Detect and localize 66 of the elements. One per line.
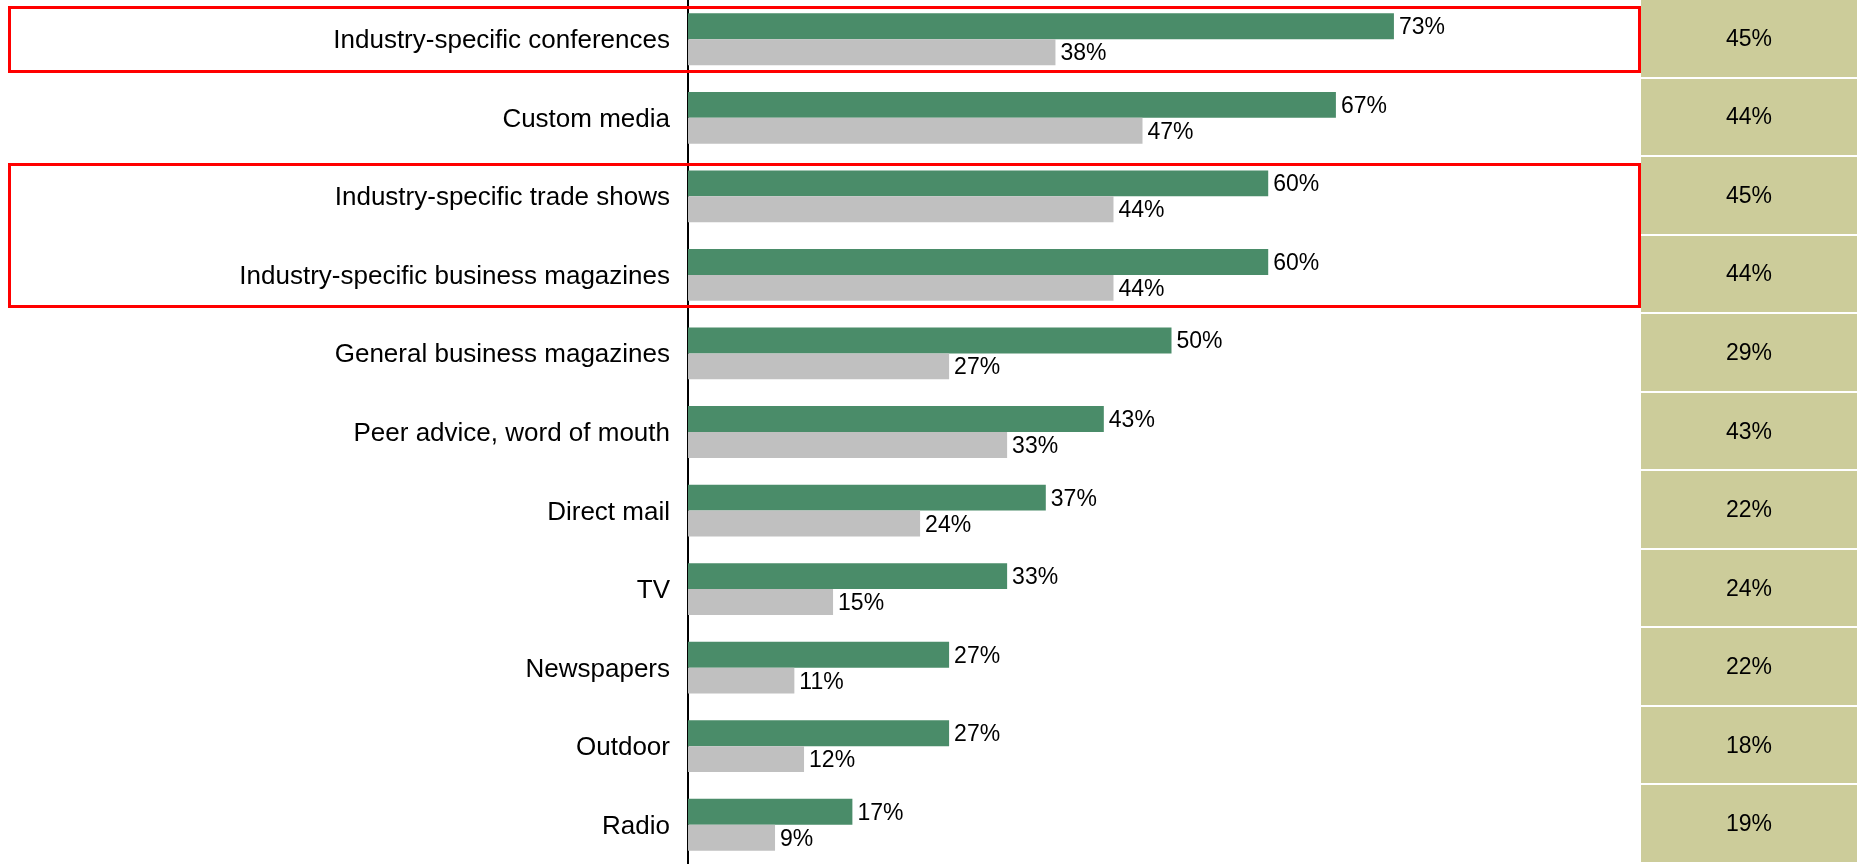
data-label: 38%	[1060, 39, 1107, 66]
y-tick-label: Peer advice, word of mouth	[353, 417, 670, 447]
y-tick-label: TV	[636, 574, 671, 605]
data-label: 50%	[1176, 327, 1223, 354]
bar	[688, 589, 834, 616]
y-tick-label: Direct mail	[547, 495, 670, 526]
text: 45%	[1725, 181, 1773, 208]
data-label: 24%	[925, 510, 972, 537]
data-label: 60%	[1273, 248, 1320, 275]
data-label: 11%	[799, 667, 844, 694]
y-tick-label: General business magazines	[334, 338, 670, 369]
bar	[688, 746, 805, 773]
bar	[688, 91, 1336, 118]
text: 22%	[1725, 653, 1773, 680]
data-label: 73%	[1398, 13, 1445, 40]
text: 18%	[1725, 731, 1773, 758]
y-tick-label: Industry-specific conferences	[333, 24, 670, 55]
data-label: 47%	[1147, 117, 1194, 144]
bar	[688, 720, 950, 747]
data-label: 17%	[857, 798, 904, 825]
text: 24%	[1725, 574, 1773, 601]
bar	[688, 117, 1143, 144]
text: 44%	[1725, 103, 1773, 130]
data-label: 43%	[1108, 406, 1155, 433]
bar	[688, 510, 921, 537]
data-label: 27%	[954, 353, 1001, 380]
bar	[688, 196, 1114, 223]
y-tick-label: Industry-specific trade shows	[334, 181, 670, 212]
bar	[688, 798, 853, 825]
bar	[688, 563, 1008, 590]
data-label: 33%	[1012, 431, 1059, 458]
data-label: 44%	[1118, 196, 1165, 223]
bar	[688, 274, 1114, 301]
text: 45%	[1725, 24, 1773, 51]
bar	[688, 406, 1104, 432]
y-tick-label: Industry-specific business magazines	[239, 259, 670, 290]
data-label: 15%	[838, 589, 885, 616]
bar	[688, 432, 1008, 458]
data-label: 27%	[954, 641, 1001, 668]
data-label: 12%	[809, 746, 856, 773]
text: 43%	[1725, 417, 1773, 444]
y-tick-label: Newspapers	[525, 652, 670, 683]
data-label: 37%	[1050, 484, 1097, 511]
bar	[688, 170, 1269, 197]
text: 29%	[1725, 338, 1773, 365]
bar	[688, 13, 1394, 40]
data-label: 33%	[1012, 563, 1059, 590]
text: 19%	[1725, 810, 1773, 837]
text: 44%	[1725, 260, 1773, 287]
data-label: 67%	[1340, 91, 1387, 118]
y-tick-label: Outdoor	[576, 731, 671, 762]
text: 22%	[1725, 496, 1773, 523]
data-label: 9%	[780, 824, 814, 851]
bar	[688, 327, 1172, 354]
y-tick-label: Radio	[602, 809, 670, 840]
data-label: 60%	[1273, 170, 1320, 197]
bar	[688, 248, 1269, 275]
bar	[688, 39, 1056, 66]
bar	[688, 353, 950, 380]
y-tick-label: Custom media	[502, 102, 671, 133]
data-label: 44%	[1118, 274, 1165, 301]
bar	[688, 667, 795, 694]
data-label: 27%	[954, 720, 1001, 747]
bar	[688, 484, 1046, 511]
bar	[688, 824, 776, 851]
bar	[688, 641, 950, 668]
